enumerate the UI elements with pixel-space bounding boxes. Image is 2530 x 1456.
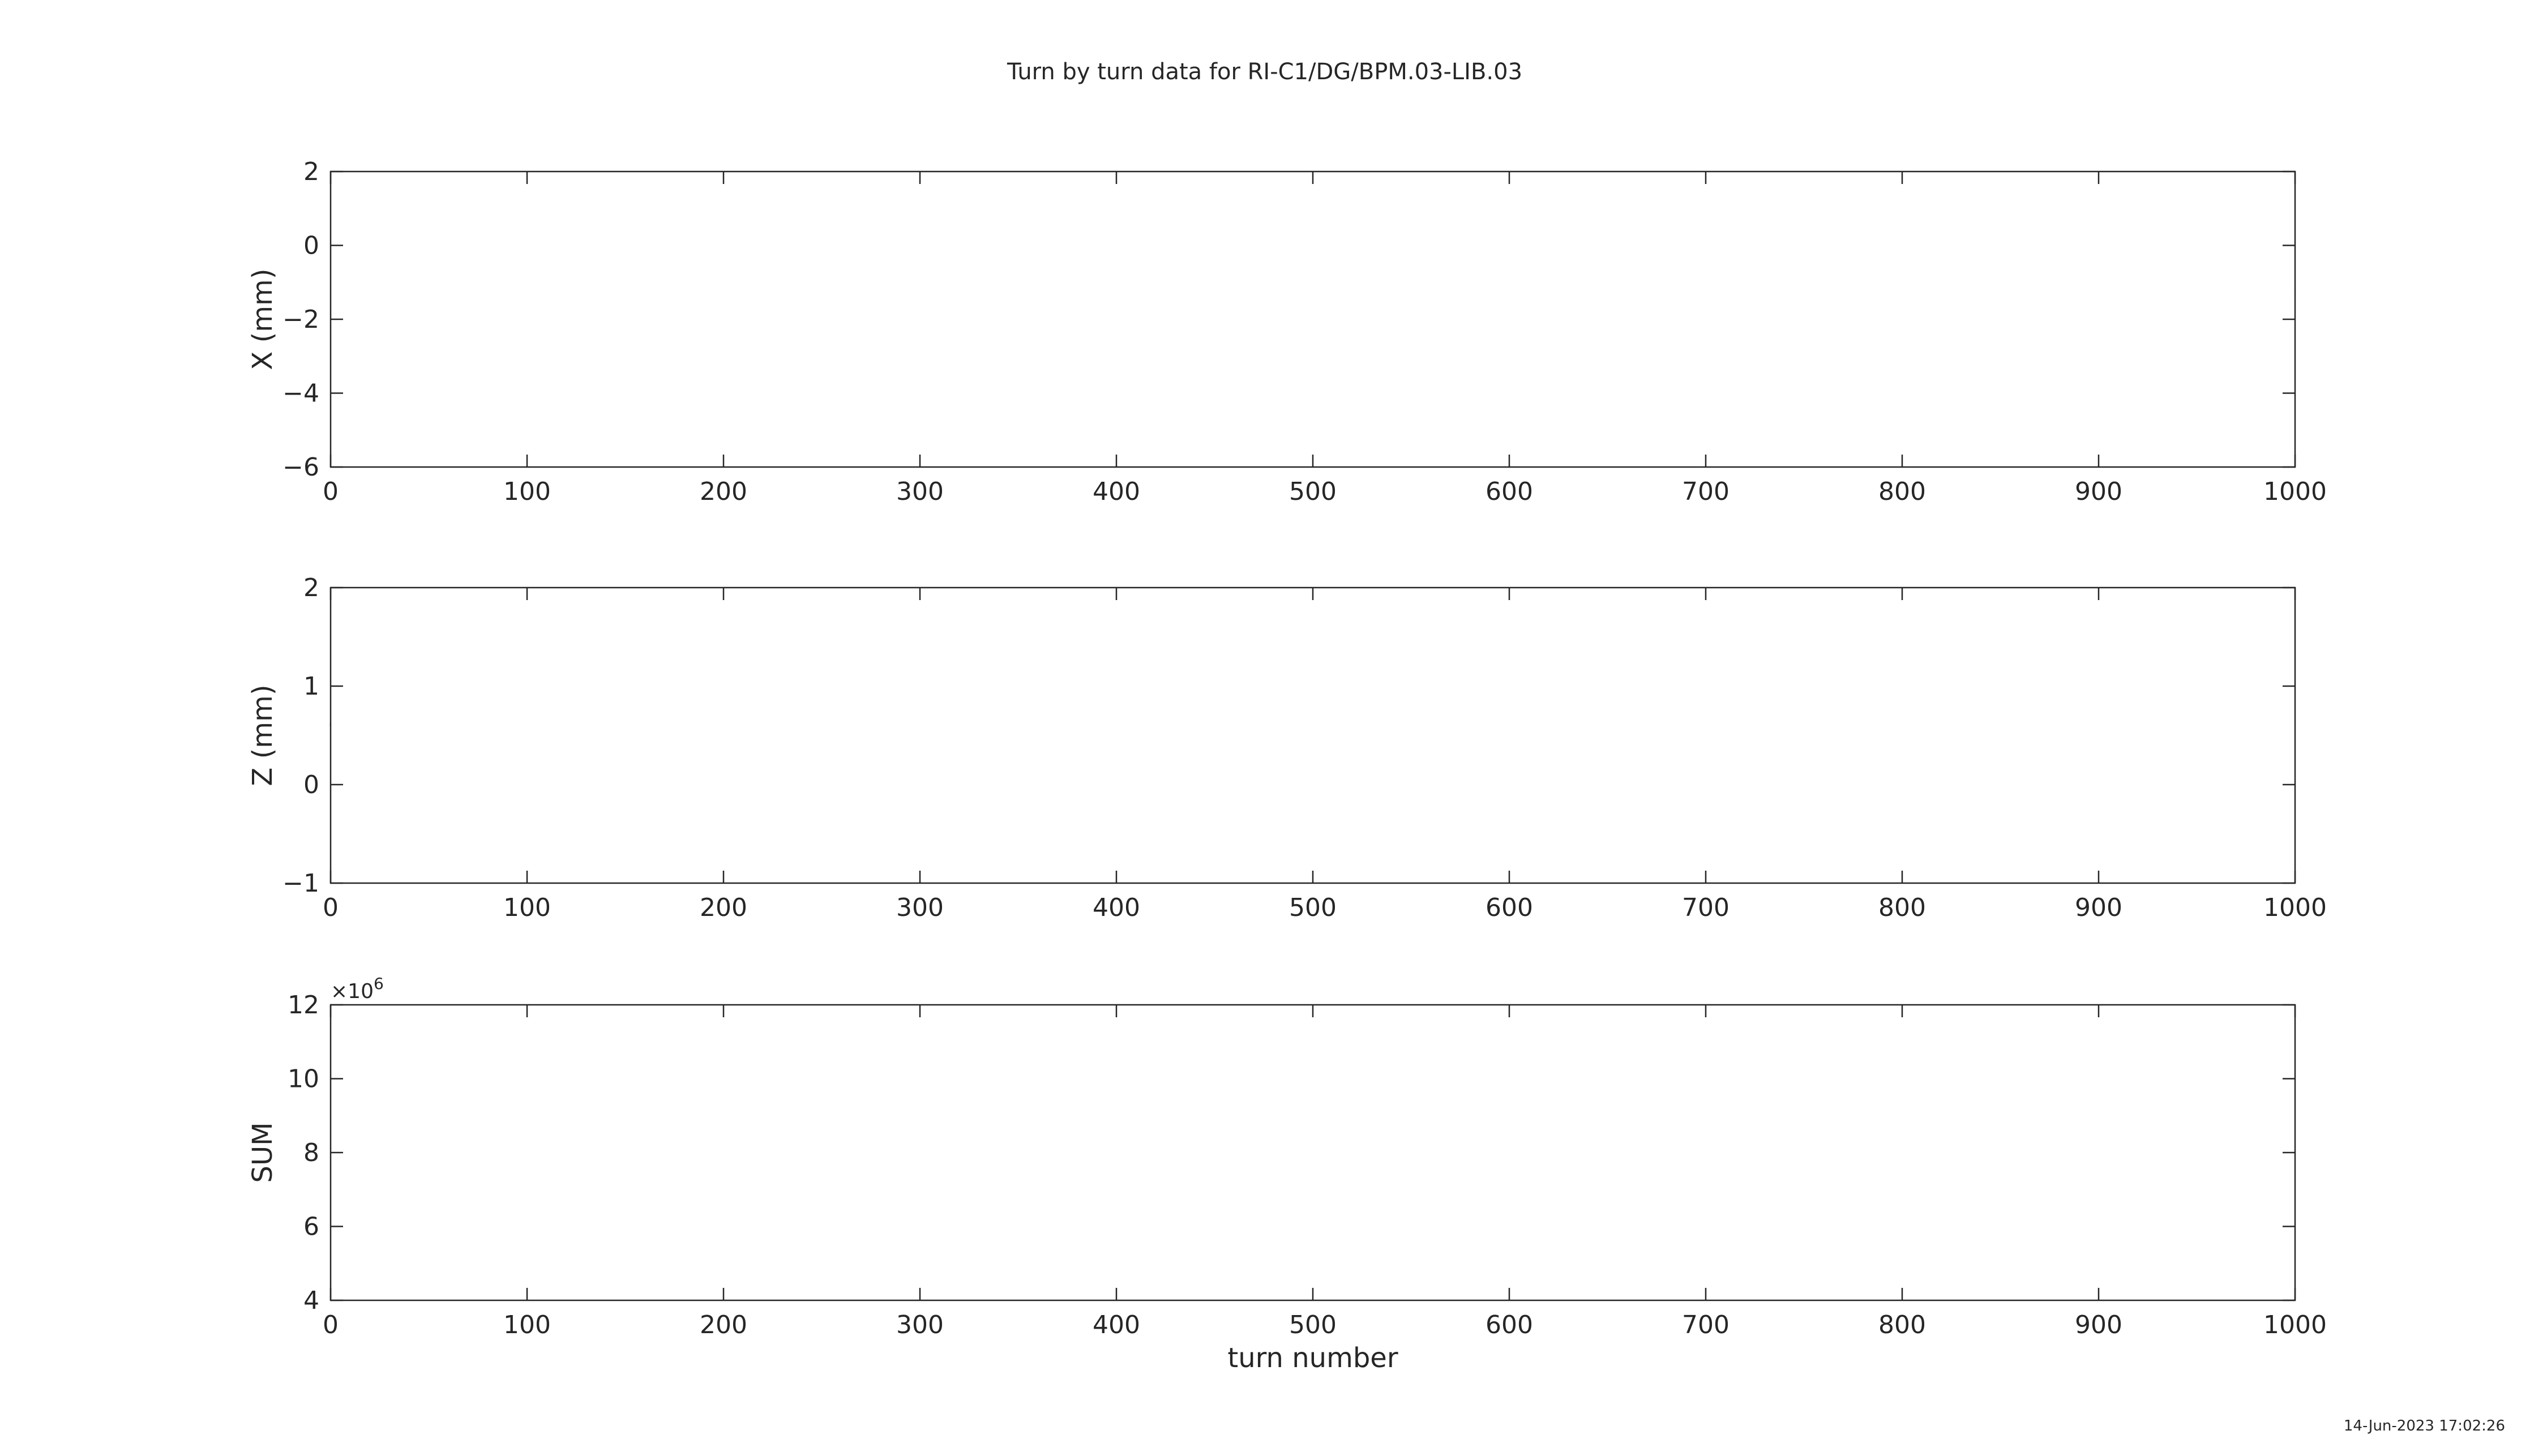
x-tick-label: 1000 [2263,1311,2327,1339]
y-tick-label: 6 [303,1213,319,1241]
x-tick-label: 600 [1486,1311,1533,1339]
y-tick-label: 4 [303,1286,319,1315]
x-tick-label: 400 [1093,477,1140,506]
y-tick-label: 0 [303,770,319,799]
y-tick-label: 1 [303,672,319,701]
y-tick-label: −1 [282,869,319,898]
x-tick-label: 0 [323,1311,339,1339]
y-exponent-label: ×106 [331,974,384,1003]
x-tick-label: 900 [2075,893,2122,922]
figure-title: Turn by turn data for RI-C1/DG/BPM.03-LI… [1007,59,1522,85]
x-tick-label: 900 [2075,1311,2122,1339]
y-tick-label: −4 [282,379,319,408]
y-axis-label: Z (mm) [247,684,279,786]
x-tick-label: 700 [1682,477,1730,506]
x-axis-label: turn number [1227,1342,1398,1374]
x-tick-label: 200 [700,893,747,922]
x-tick-label: 100 [503,1311,551,1339]
x-tick-label: 500 [1289,477,1337,506]
x-tick-label: 300 [896,893,944,922]
axes-box [329,170,2296,468]
x-tick-label: 700 [1682,893,1730,922]
y-exponent-power: 6 [374,974,384,993]
subplot-3: 0 100 200 300 400 500 600 700 800 900 1000 4 6 8 10 12 S… [247,974,2327,1374]
x-tick-label: 800 [1878,1311,1926,1339]
x-tick-label: 1000 [2263,893,2327,922]
x-tick-label: 0 [323,893,339,922]
axes-box [329,1004,2296,1301]
y-tick-label: −6 [282,453,319,482]
axes-box [329,586,2296,884]
subplot-1: 0 100 200 300 400 500 600 700 800 900 1000 −6 −4 −2 0 2… [247,157,2327,506]
y-tick-label: 0 [303,232,319,260]
x-tick-label: 400 [1093,893,1140,922]
x-tick-label: 200 [700,477,747,506]
x-tick-label: 900 [2075,477,2122,506]
x-tick-label: 300 [896,1311,944,1339]
x-tick-label: 500 [1289,893,1337,922]
y-exponent-base: ×10 [331,980,374,1003]
x-tick-label: 200 [700,1311,747,1339]
x-tick-label: 600 [1486,477,1533,506]
timestamp-label: 14-Jun-2023 17:02:26 [2344,1418,2505,1434]
x-tick-label: 700 [1682,1311,1730,1339]
x-tick-label: 100 [503,893,551,922]
x-tick-label: 400 [1093,1311,1140,1339]
y-axis-label: SUM [247,1122,279,1183]
y-tick-label: 2 [303,157,319,186]
y-tick-label: 10 [288,1065,319,1094]
y-tick-label: 8 [303,1138,319,1167]
x-tick-label: 300 [896,477,944,506]
y-tick-label: −2 [282,305,319,334]
y-tick-label: 12 [288,991,319,1020]
x-tick-label: 800 [1878,477,1926,506]
x-tick-label: 500 [1289,1311,1337,1339]
subplots: 0 100 200 300 400 500 600 700 800 900 1000−6−4−202… [247,157,2327,1374]
x-tick-label: 1000 [2263,477,2327,506]
y-axis-label: X (mm) [247,268,279,370]
x-tick-label: 800 [1878,893,1926,922]
x-tick-label: 600 [1486,893,1533,922]
x-tick-label: 100 [503,477,551,506]
y-tick-label: 2 [303,573,319,602]
x-tick-label: 0 [323,477,339,506]
